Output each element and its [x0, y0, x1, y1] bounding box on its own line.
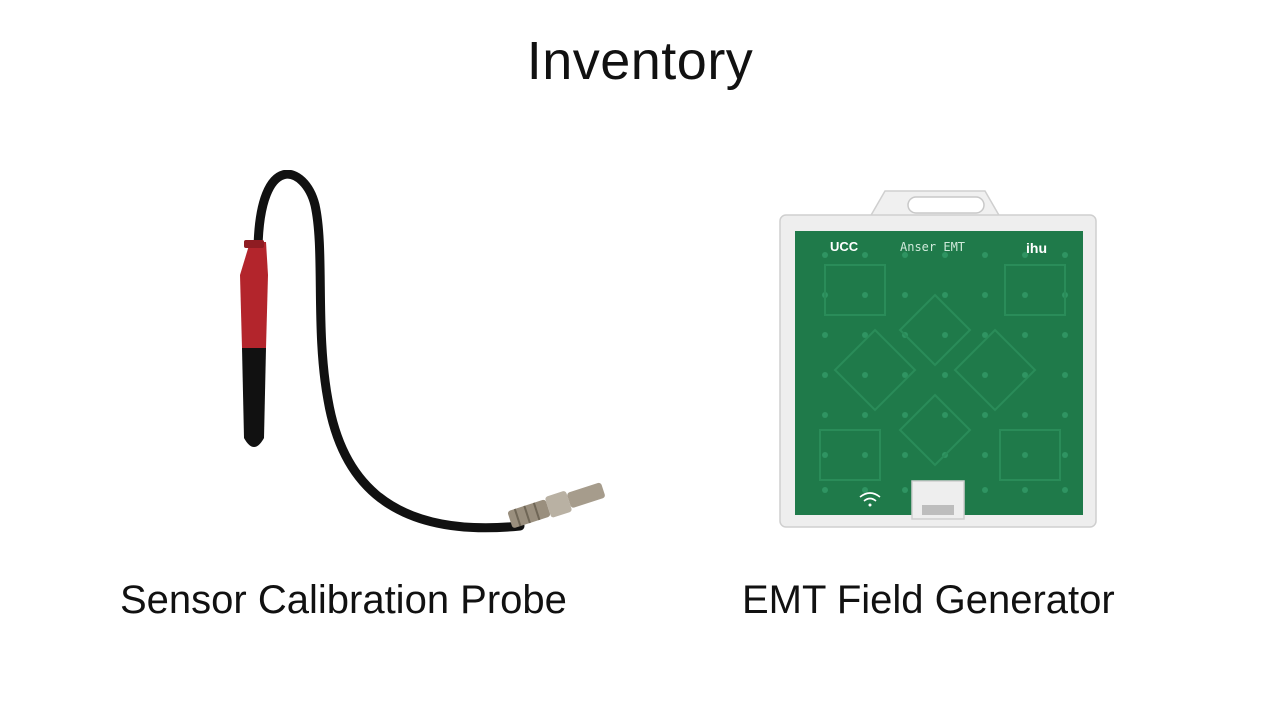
generator-caption: EMT Field Generator — [742, 578, 1115, 622]
probe-caption: Sensor Calibration Probe — [120, 578, 567, 622]
ihu-logo: ihu — [1026, 240, 1047, 256]
slide-title: Inventory — [526, 31, 754, 91]
board-label: Anser EMT — [900, 240, 965, 254]
wifi-icon — [859, 492, 881, 507]
ucc-logo: UCC — [830, 239, 859, 254]
calibration-probe-image — [240, 170, 605, 533]
field-generator-image: UCC Anser EMT ihu — [779, 190, 1097, 528]
